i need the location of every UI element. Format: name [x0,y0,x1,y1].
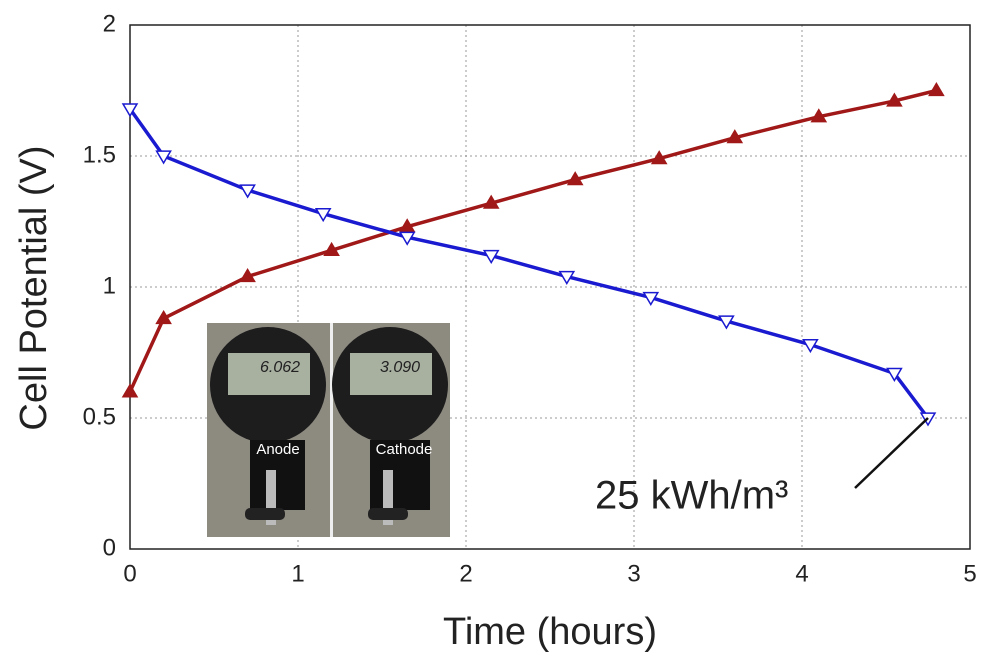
reading: 3.090 [380,359,420,376]
inset-photo: 6.062 3.090 Anode Cathode [207,323,450,537]
plot-area: 25 kWh/m³ [121,24,971,550]
marker [398,231,416,246]
x-tick-label: 5 [963,560,976,587]
marker [121,383,139,398]
y-tick-label: 1.5 [83,141,116,168]
marker [482,249,500,265]
gauge [332,327,448,525]
plot-border [129,24,971,550]
marker [323,241,340,256]
marker [558,270,576,285]
y-axis-label: Cell Potential (V) [13,145,55,430]
x-tick-label: 4 [795,560,808,587]
marker [155,150,172,165]
gauge [210,327,326,525]
marker [239,268,256,283]
marker [886,367,903,382]
marker [718,315,735,330]
series-line [128,107,930,420]
marker [928,82,945,97]
marker [810,108,828,123]
inset-label: Anode [256,441,299,458]
x-tick-label: 1 [291,560,304,587]
annotation: 25 kWh/m³ [595,474,788,518]
marker [650,150,668,165]
annotation-line [854,417,929,489]
photo-divider [330,323,333,537]
y-tick-label: 2 [103,10,116,37]
marker [802,338,819,354]
marker [482,194,500,209]
y-tick-label: 1 [103,272,116,299]
y-tick-label: 0 [103,534,116,561]
x-tick-label: 0 [123,560,136,587]
marker [121,103,139,118]
x-axis-label: Time (hours) [443,611,657,653]
marker [886,92,903,107]
reading: 6.062 [260,359,300,376]
x-tick-label: 3 [627,560,640,587]
marker [155,309,172,325]
marker [726,129,744,144]
x-tick-label: 2 [459,560,472,587]
marker [239,184,256,199]
marker [314,207,332,223]
inset-label: Cathode [376,441,433,458]
series-line [128,88,937,393]
marker [642,291,660,306]
y-tick-label: 0.5 [83,403,116,430]
marker [566,171,584,186]
